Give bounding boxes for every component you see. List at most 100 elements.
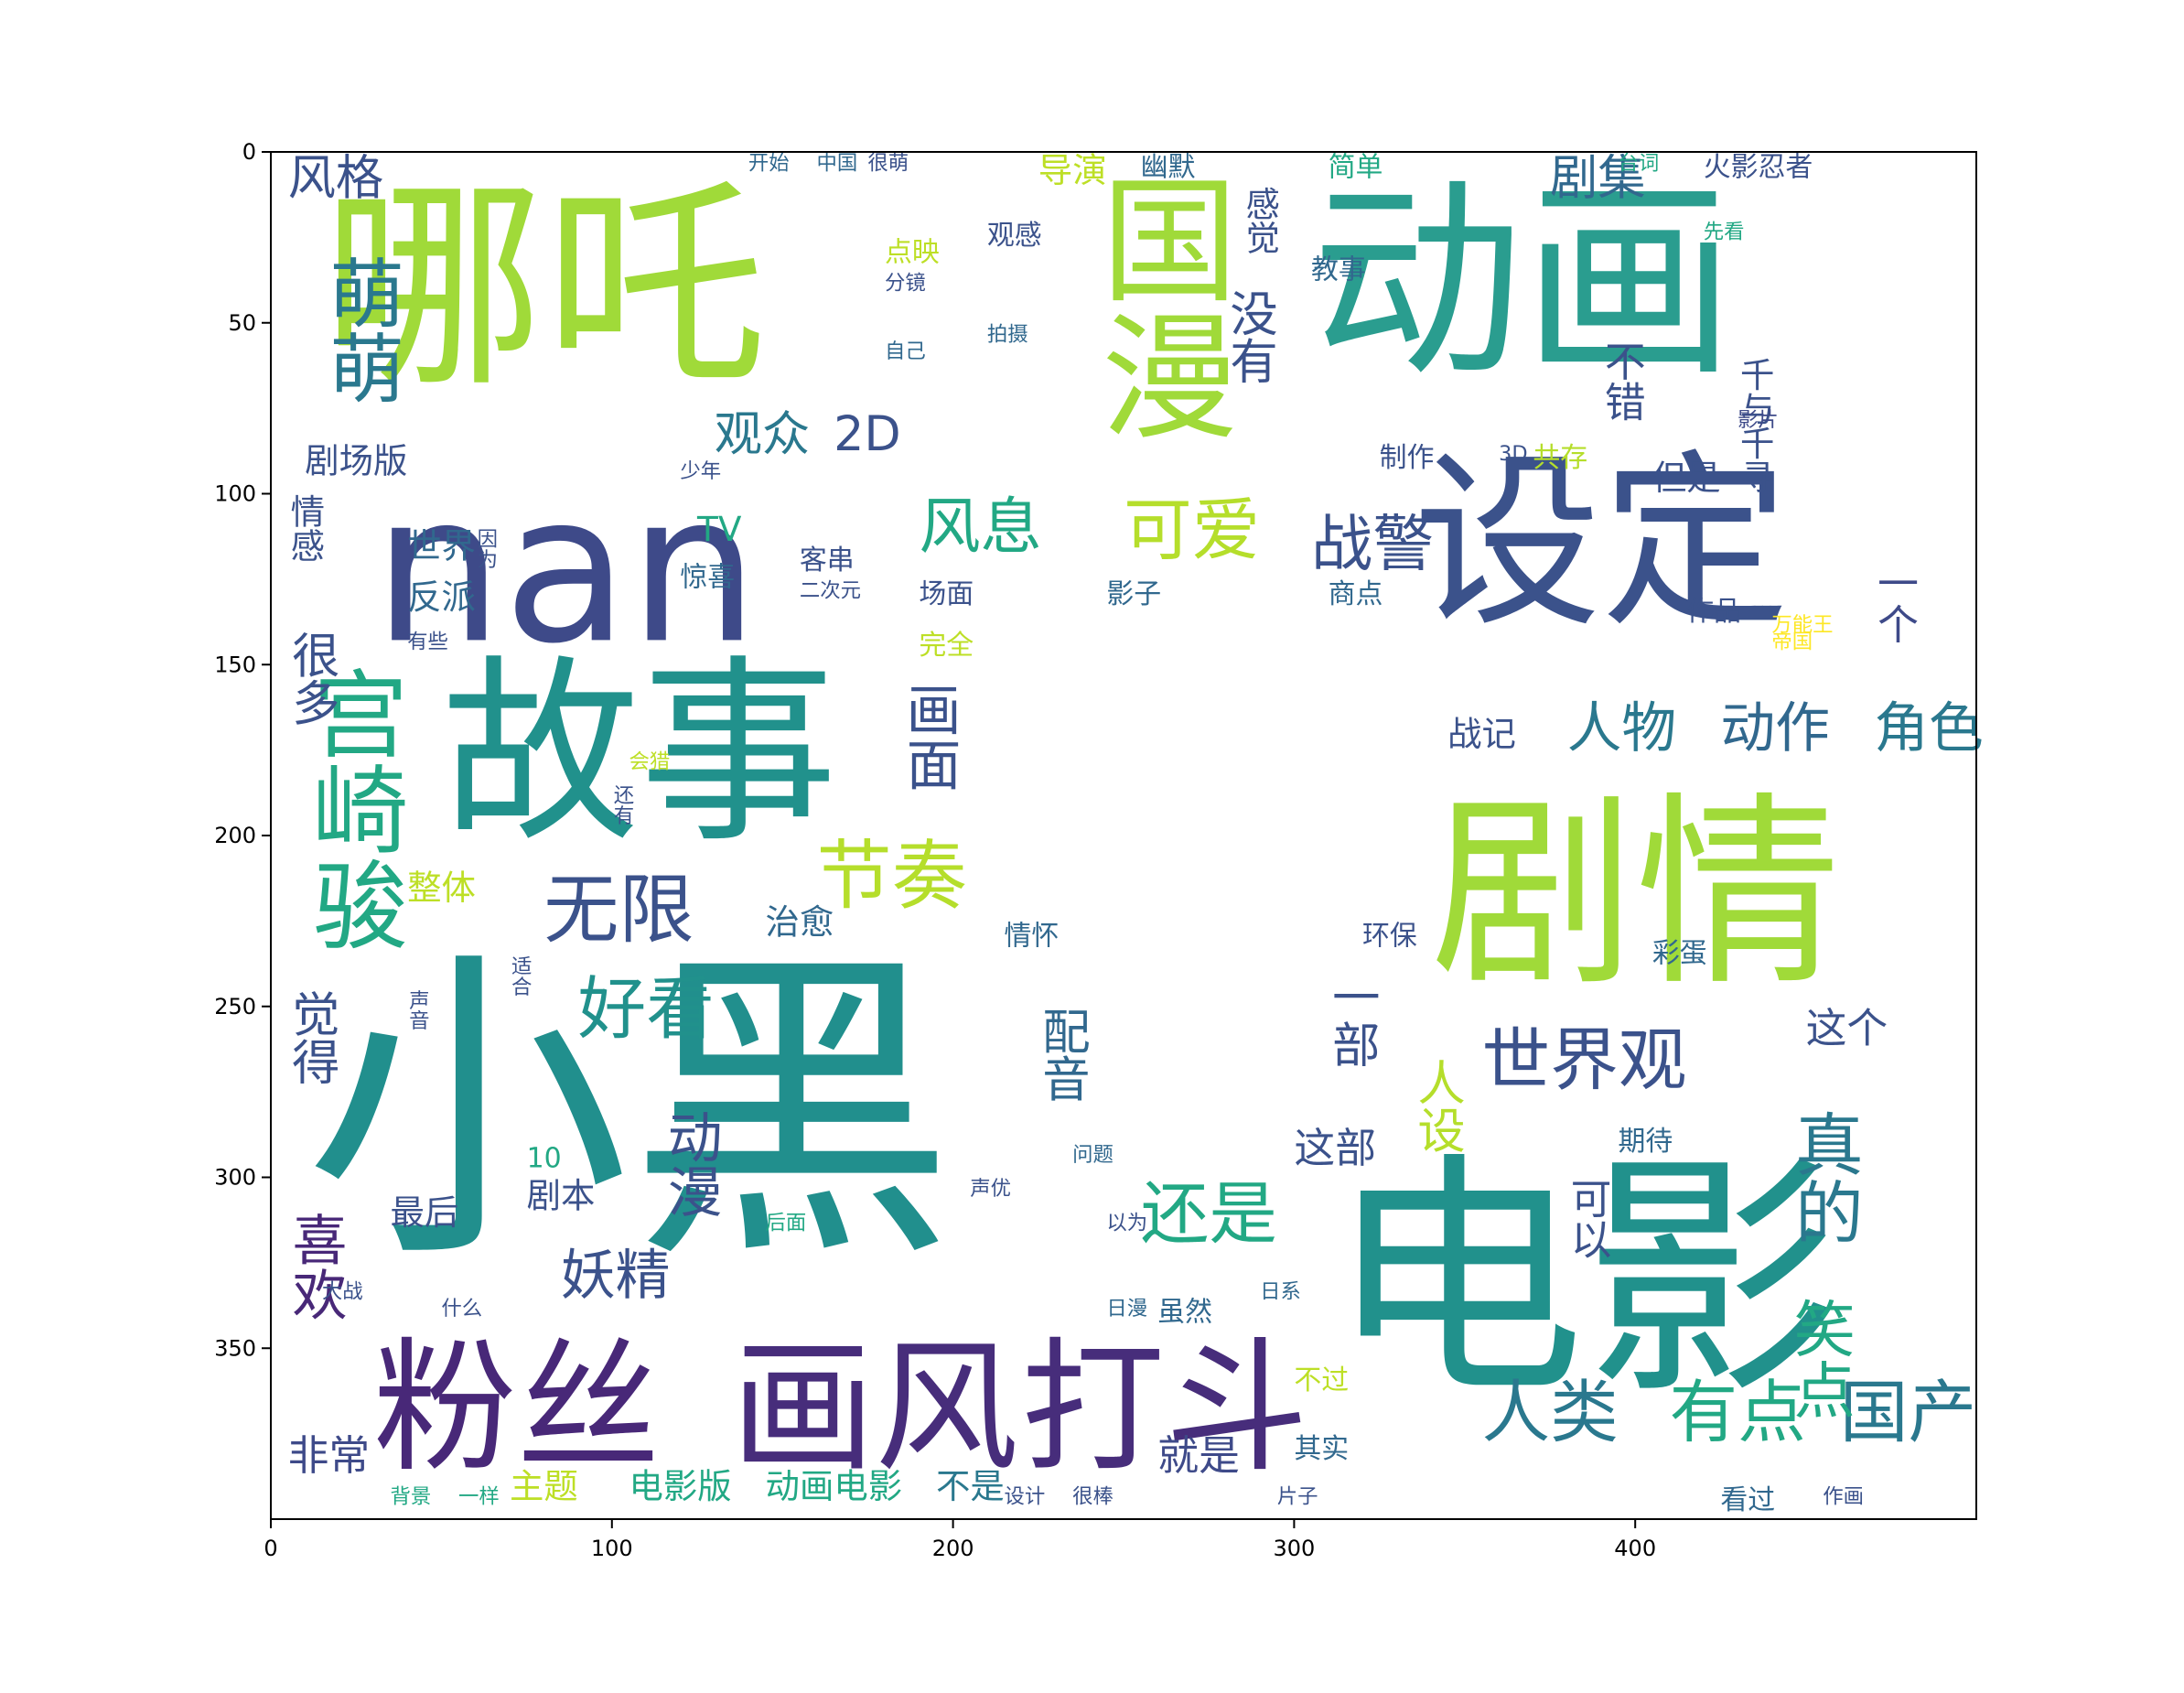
word-60: 作品 xyxy=(1686,596,1741,628)
word-7: 电影 xyxy=(1329,1132,1841,1430)
word-45: 万能王 xyxy=(1771,613,1833,637)
word-25: 还是 xyxy=(1141,1174,1277,1254)
word-54: 千与千寻 xyxy=(1735,357,1775,494)
y-axis: 0 50 100 150 200 250 300 350 xyxy=(214,139,271,1361)
word-119: 有些 xyxy=(407,631,448,654)
word-27: 有点 xyxy=(1669,1373,1805,1452)
word-92: 片子 xyxy=(1277,1484,1318,1508)
word-125: 帝国 xyxy=(1771,631,1813,654)
word-32: 配音 xyxy=(1034,1007,1090,1103)
word-97: 背景 xyxy=(390,1484,431,1508)
word-52: 中国 xyxy=(816,152,857,176)
word-69: 世界 xyxy=(407,526,476,566)
word-14: 风格 xyxy=(288,150,384,206)
word-64: TV xyxy=(696,509,742,549)
word-109: 声优 xyxy=(970,1177,1011,1201)
word-88: 环保 xyxy=(1362,921,1417,953)
word-29: 喜欢 xyxy=(284,1212,348,1321)
word-99: 10 xyxy=(527,1142,562,1174)
word-124: 大战 xyxy=(322,1279,363,1303)
x-tick-label: 400 xyxy=(1614,1536,1656,1561)
word-122: 以为 xyxy=(1106,1212,1147,1235)
word-100: 观感 xyxy=(987,220,1042,252)
word-96: 很棒 xyxy=(1072,1484,1114,1508)
x-tick-label: 0 xyxy=(264,1536,277,1561)
word-2: nan xyxy=(373,449,758,688)
word-79: 一部 xyxy=(1324,972,1380,1068)
word-67: 场面 xyxy=(919,578,974,610)
word-17: 好看 xyxy=(578,969,715,1049)
word-58: 3D xyxy=(1499,442,1528,466)
word-44: 主题 xyxy=(510,1466,578,1506)
x-tick-label: 200 xyxy=(932,1536,974,1561)
word-90: 其实 xyxy=(1294,1433,1349,1465)
word-6: 小黑 xyxy=(305,922,954,1300)
word-31: 画面 xyxy=(898,682,962,792)
y-tick-label: 150 xyxy=(214,652,256,677)
word-123: 什么 xyxy=(441,1297,482,1321)
word-71: 很多 xyxy=(284,631,339,727)
word-13: 萌萌 xyxy=(317,254,403,404)
word-85: 治愈 xyxy=(766,902,834,943)
word-115: 声音 xyxy=(405,989,429,1030)
word-110: 后面 xyxy=(766,1212,807,1235)
word-18: 世界观 xyxy=(1481,1020,1686,1100)
word-42: 动画电影 xyxy=(766,1466,903,1506)
y-tick-label: 200 xyxy=(214,823,256,848)
y-tick-label: 300 xyxy=(214,1165,256,1191)
word-105: 分镜 xyxy=(885,271,926,295)
word-33: 动漫 xyxy=(659,1109,723,1219)
word-56: 共存 xyxy=(1533,442,1587,474)
word-38: 导演 xyxy=(1038,150,1107,190)
word-10: 画风 xyxy=(731,1325,1018,1493)
word-87: 彩蛋 xyxy=(1652,937,1707,969)
word-121: 还有 xyxy=(610,784,634,825)
word-1: 动画 xyxy=(1311,158,1735,405)
word-101: 感觉 xyxy=(1240,186,1280,254)
word-19: 可爱 xyxy=(1124,491,1260,570)
word-43: 不是 xyxy=(936,1466,1005,1506)
word-116: 自己 xyxy=(885,340,926,363)
word-26: 人类 xyxy=(1481,1373,1618,1452)
word-72: 情感 xyxy=(285,494,325,563)
word-34: 妖精 xyxy=(561,1244,671,1308)
word-20: 战警 xyxy=(1311,508,1434,579)
x-tick-label: 100 xyxy=(591,1536,633,1561)
y-tick-label: 0 xyxy=(242,139,256,165)
word-30: 非常 xyxy=(288,1431,371,1480)
word-81: 真的 xyxy=(1783,1109,1863,1245)
y-tick-label: 100 xyxy=(214,481,256,507)
word-113: 二次元 xyxy=(800,579,861,603)
word-8: 国漫 xyxy=(1078,169,1237,443)
word-4: 设定 xyxy=(1414,434,1790,652)
word-21: 风息 xyxy=(919,491,1041,563)
word-75: 最后 xyxy=(390,1192,458,1233)
word-102: 没有 xyxy=(1221,288,1277,384)
word-49: 幽默 xyxy=(1141,151,1196,183)
word-98: 一样 xyxy=(458,1484,500,1508)
word-41: 电影版 xyxy=(629,1466,731,1506)
word-48: 简单 xyxy=(1329,151,1383,183)
word-15: 节奏 xyxy=(816,833,966,920)
word-111: 日漫 xyxy=(1106,1297,1147,1321)
word-95: 设计 xyxy=(1005,1484,1046,1508)
word-24: 角色 xyxy=(1874,696,1984,760)
y-tick-label: 350 xyxy=(214,1335,256,1361)
word-68: 完全 xyxy=(919,630,974,662)
word-3: 故事 xyxy=(441,639,837,869)
y-tick-label: 50 xyxy=(228,310,256,336)
word-50: 很萌 xyxy=(867,152,909,176)
word-73: 整体 xyxy=(407,868,476,908)
word-76: 剧本 xyxy=(527,1175,596,1215)
x-axis: 0 100 200 300 400 xyxy=(264,1519,1656,1561)
word-62: 商点 xyxy=(1329,578,1383,610)
y-tick-label: 250 xyxy=(214,994,256,1019)
word-77: 这部 xyxy=(1294,1124,1376,1172)
word-66: 惊喜 xyxy=(680,561,735,593)
word-107: 问题 xyxy=(1072,1143,1114,1167)
word-84: 战记 xyxy=(1447,714,1516,754)
x-tick-label: 300 xyxy=(1273,1536,1315,1561)
word-63: 影子 xyxy=(1106,578,1161,610)
word-37: 观众 xyxy=(715,406,811,462)
